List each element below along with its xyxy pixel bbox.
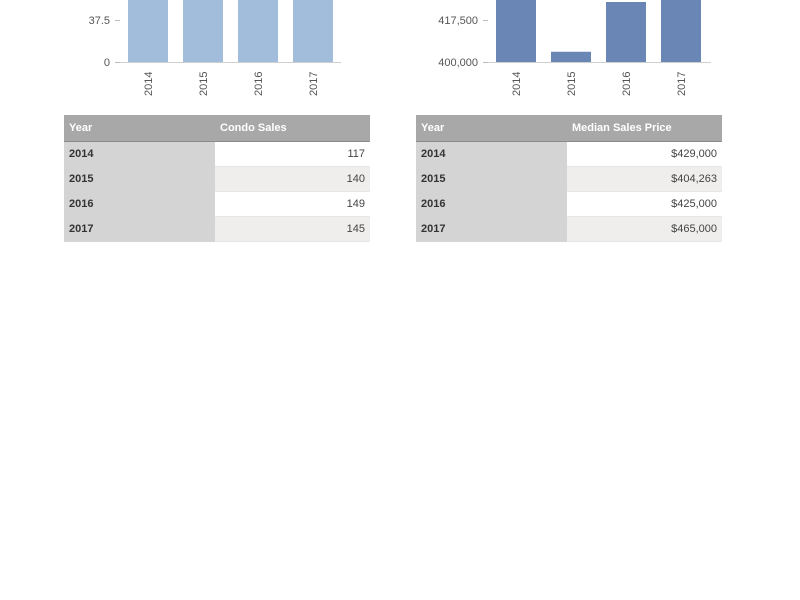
year-cell: 2016: [416, 191, 567, 217]
bar-2016: [238, 0, 278, 62]
median-price-bar-chart: 400,000 417,500 2014 2015 2016 2017: [438, 0, 711, 96]
bar-2015: [551, 51, 591, 62]
bar-2017: [661, 0, 701, 62]
year-cell: 2015: [416, 166, 567, 192]
year-cell: 2014: [416, 141, 567, 167]
table-row: 2014 117: [64, 141, 370, 167]
x-tick-label: 2015: [566, 72, 578, 96]
condo-sales-cell: 140: [215, 166, 370, 192]
year-cell: 2016: [64, 191, 215, 217]
table-row: 2015 140: [64, 166, 370, 192]
bar-2014: [496, 0, 536, 62]
y-tick-label: 417,500: [438, 15, 478, 27]
condo-sales-cell: 149: [215, 191, 370, 217]
bar-2016: [606, 2, 646, 62]
condo-sales-cell: 117: [215, 141, 370, 167]
column-header-condo-sales: Condo Sales: [215, 115, 370, 142]
bar-2015: [183, 0, 223, 62]
y-tick-label: 0: [104, 57, 110, 69]
column-header-year: Year: [64, 115, 215, 142]
median-price-cell: $465,000: [567, 216, 722, 242]
condo-sales-cell: 145: [215, 216, 370, 242]
table-row: 2016 149: [64, 191, 370, 217]
y-tick-label: 400,000: [438, 57, 478, 69]
x-tick-label: 2015: [198, 72, 210, 96]
column-header-median-sales-price: Median Sales Price: [567, 115, 722, 142]
x-tick-label: 2017: [308, 72, 320, 96]
median-price-cell: $425,000: [567, 191, 722, 217]
x-tick-label: 2017: [676, 72, 688, 96]
year-cell: 2017: [416, 216, 567, 242]
x-tick-label: 2016: [253, 72, 265, 96]
year-cell: 2015: [64, 166, 215, 192]
y-tick-label: 37.5: [89, 15, 110, 27]
table-row: 2017 145: [64, 216, 370, 242]
table-row: 2014 $429,000: [416, 141, 722, 167]
table-row: 2016 $425,000: [416, 191, 722, 217]
bar-2017: [293, 0, 333, 62]
column-header-year: Year: [416, 115, 567, 142]
median-price-cell: $429,000: [567, 141, 722, 167]
condo-sales-bar-chart: 0 37.5 2014 2015 2016 2017: [89, 0, 341, 96]
table-row: 2017 $465,000: [416, 216, 722, 242]
median-price-cell: $404,263: [567, 166, 722, 192]
year-cell: 2014: [64, 141, 215, 167]
table-row: 2015 $404,263: [416, 166, 722, 192]
median-price-table: Year Median Sales Price 2014 $429,000 20…: [416, 115, 722, 242]
bar-2014: [128, 0, 168, 62]
year-cell: 2017: [64, 216, 215, 242]
condo-sales-table: Year Condo Sales 2014 117 2015 140 2016 …: [64, 115, 370, 242]
x-tick-label: 2014: [143, 72, 155, 96]
table-header-row: Year Condo Sales: [64, 115, 370, 142]
x-tick-label: 2014: [511, 72, 523, 96]
x-tick-label: 2016: [621, 72, 633, 96]
table-header-row: Year Median Sales Price: [416, 115, 722, 142]
